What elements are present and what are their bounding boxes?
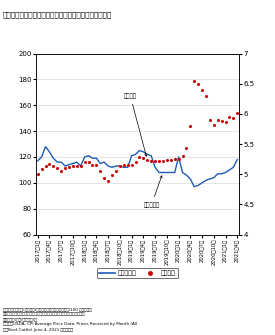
Text: 肥育牛価格: 肥育牛価格 bbox=[143, 176, 162, 208]
Text: （注）肥育牛価格(左目盛り)は全種の月間平均価格（ドル/100 ポンド）、
　　牛肉価格（右目盛り）は都市部の牛肉チョイス骨なし月間平均の消費
　　者価格(ドル: （注）肥育牛価格(左目盛り)は全種の月間平均価格（ドル/100 ポンド）、 牛肉… bbox=[3, 307, 137, 332]
Text: 牛肉価格: 牛肉価格 bbox=[124, 93, 147, 156]
Legend: 肥育牛価格, 牛肉価格: 肥育牛価格, 牛肉価格 bbox=[97, 268, 178, 278]
Text: （表）米国における肥育牛と牛肉の価格推移（注参照）: （表）米国における肥育牛と牛肉の価格推移（注参照） bbox=[3, 12, 112, 18]
